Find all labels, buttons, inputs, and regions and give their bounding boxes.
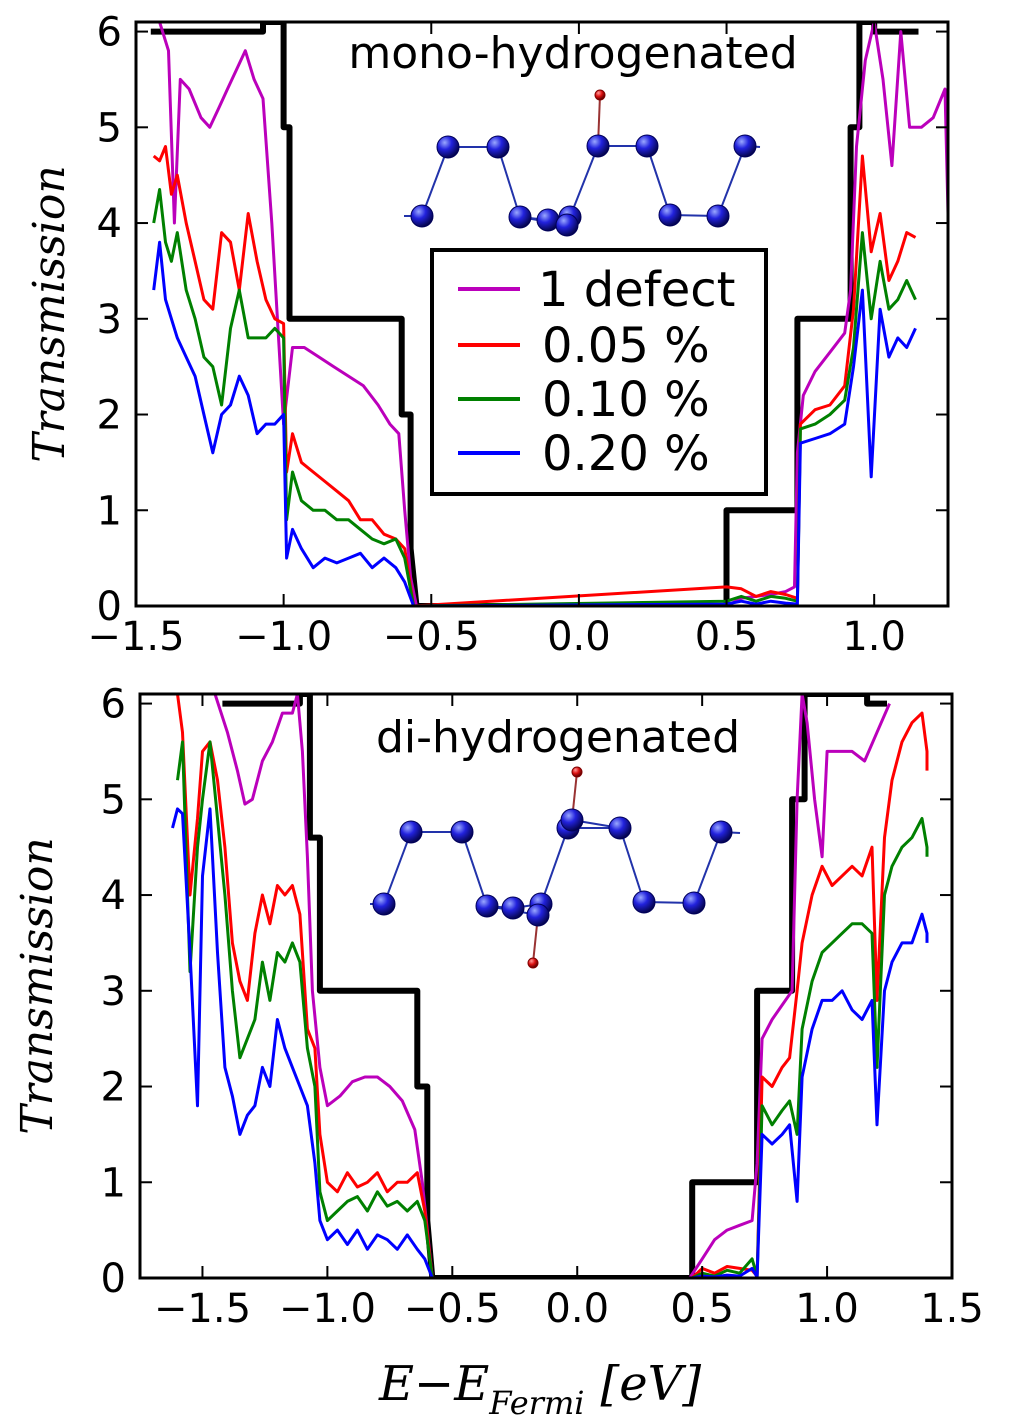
x-tick-label: −1.0 — [279, 1286, 376, 1332]
carbon-atom-icon — [399, 820, 423, 844]
series-line-1-defect — [177, 694, 891, 1278]
carbon-atom-icon — [526, 903, 550, 927]
axes-frame — [134, 20, 950, 608]
x-tick-label: −1.5 — [87, 614, 184, 660]
carbon-atom-icon — [658, 203, 682, 227]
y-tick-label: 6 — [101, 682, 126, 728]
hydrogen-atom-icon — [571, 766, 583, 778]
carbon-atom-icon — [733, 134, 757, 158]
panel-title: mono-hydrogenated — [348, 28, 797, 79]
carbon-atom-icon — [372, 892, 396, 916]
series-line-0-05- — [152, 145, 917, 606]
carbon-atom-icon — [436, 135, 460, 159]
carbon-atom-icon — [475, 894, 499, 918]
series-line-0-20- — [152, 240, 917, 606]
carbon-atom-icon — [635, 134, 659, 158]
top-panel-mono-hydrogenated: −1.5 −1.0 −0.5 0.0 0.5 1.0 0 1 2 3 4 5 6 Transmission… — [24, 10, 950, 660]
y-tick-label: 4 — [97, 201, 122, 247]
y-tick-label: 1 — [101, 1160, 126, 1206]
series-line-0-05- — [176, 694, 929, 1278]
y-tick-label: 0 — [101, 1256, 126, 1302]
y-tick-label: 6 — [97, 10, 122, 56]
legend-entry: 1 defect — [538, 262, 735, 318]
y-tick-label: 5 — [101, 777, 126, 823]
series-line-0-20- — [171, 807, 929, 1278]
carbon-atom-icon — [709, 820, 733, 844]
x-tick-label: 1.0 — [795, 1286, 859, 1332]
carbon-atom-icon — [508, 205, 532, 229]
y-tick-label: 0 — [97, 584, 122, 630]
carbon-atom-icon — [682, 891, 706, 915]
carbon-atom-icon — [536, 208, 560, 232]
x-tick-label: 0.5 — [670, 1286, 734, 1332]
bottom-panel-di-hydrogenated: −1.5 −1.0 −0.5 0.0 0.5 1.0 1.5 0 1 2 3 4 5 6 Transmiss… — [12, 682, 984, 1421]
y-tick-label: 2 — [101, 1065, 126, 1111]
y-tick-label: 1 — [97, 488, 122, 534]
carbon-atom-icon — [586, 134, 610, 158]
y-tick-label: 2 — [97, 393, 122, 439]
x-tick-label: −0.5 — [404, 1286, 501, 1332]
carbon-atom-icon — [555, 213, 579, 237]
x-tick-label: −1.5 — [154, 1286, 251, 1332]
carbon-atom-icon — [632, 890, 656, 914]
legend-entry: 0.05 % — [542, 318, 710, 374]
carbon-atom-icon — [706, 204, 730, 228]
di-hydrogenated-structure-inset — [370, 766, 741, 969]
x-tick-label: −1.0 — [235, 614, 332, 660]
legend-entry: 0.10 % — [542, 372, 710, 428]
series-line-pristine — [222, 694, 887, 1278]
carbon-atom-icon — [450, 820, 474, 844]
x-tick-label: −0.5 — [383, 614, 480, 660]
y-tick-label: 3 — [97, 297, 122, 343]
carbon-atom-icon — [608, 816, 632, 840]
panel-title: di-hydrogenated — [376, 712, 740, 763]
y-tick-label: 5 — [97, 105, 122, 151]
hydrogen-atom-icon — [527, 957, 539, 969]
y-tick-label: 3 — [101, 969, 126, 1015]
x-tick-label: 0.0 — [547, 614, 611, 660]
y-axis-label: Transmission — [12, 837, 63, 1134]
x-tick-label: 1.0 — [842, 614, 906, 660]
carbon-atom-icon — [501, 896, 525, 920]
y-tick-label: 4 — [101, 873, 126, 919]
x-tick-label: 1.5 — [920, 1286, 984, 1332]
legend-entry: 0.20 % — [542, 426, 710, 482]
carbon-atom-icon — [560, 808, 584, 832]
carbon-atom-icon — [486, 135, 510, 159]
axes-frame — [138, 692, 954, 1280]
mono-hydrogenated-structure-inset — [404, 89, 761, 237]
series-line-1-defect — [150, 22, 948, 606]
carbon-atom-icon — [410, 204, 434, 228]
y-axis-label: Transmission — [24, 165, 75, 462]
series-line-0-10- — [152, 188, 917, 606]
hydrogen-atom-icon — [594, 89, 606, 101]
x-axis-label: E−EFermi [eV] — [378, 1356, 701, 1421]
series-line-0-10- — [176, 740, 929, 1278]
x-tick-label: 0.0 — [545, 1286, 609, 1332]
x-tick-label: 0.5 — [695, 614, 759, 660]
